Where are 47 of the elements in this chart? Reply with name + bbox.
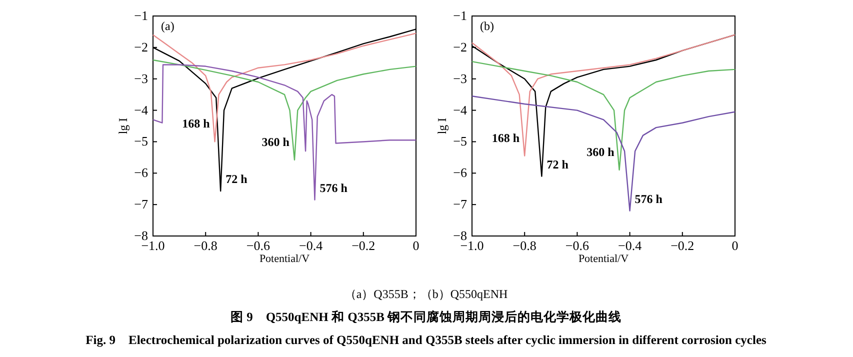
series-label: 360 h [586, 145, 615, 159]
y-tick-label: −3 [134, 70, 148, 86]
y-tick-label: −4 [453, 102, 468, 118]
y-tick-label: −2 [134, 39, 148, 54]
caption: 图 9 Q550qENH 和 Q355B 钢不同腐蚀周期周浸后的电化学极化曲线 [230, 309, 622, 324]
line-series [152, 59, 417, 161]
x-tick-label: −0.4 [618, 238, 642, 253]
series-label: 168 h [182, 116, 210, 131]
y-tick-label: −8 [134, 228, 148, 243]
chart-title: (a) [161, 19, 174, 33]
x-axis-title: Potential/V [578, 253, 629, 265]
y-tick-label: −3 [453, 70, 467, 86]
x-tick-label: −0.6 [246, 238, 270, 253]
y-tick-label: −7 [134, 196, 148, 212]
series-label: 72 h [226, 172, 248, 186]
y-tick-label: −1 [134, 8, 148, 23]
x-tick-label: 0 [412, 238, 420, 253]
x-tick-label: −0.8 [194, 238, 218, 253]
series-label: 168 h [492, 130, 520, 145]
x-tick-label: 0 [732, 238, 738, 253]
y-tick-label: −1 [453, 8, 467, 23]
x-tick-label: −0.6 [565, 238, 590, 253]
text: （a）Q355B；（b）Q550qENH [344, 287, 508, 301]
series-label: 576 h [634, 192, 663, 206]
y-axis-title: lg I [435, 118, 449, 134]
x-tick-label: −0.2 [670, 238, 694, 253]
chart-title: (b) [480, 19, 494, 33]
x-tick-label: −0.4 [299, 238, 324, 253]
x-tick-label: −0.2 [352, 238, 376, 253]
y-tick-label: −7 [453, 196, 468, 212]
y-tick-label: −5 [453, 134, 467, 149]
y-axis-title: lg I [116, 118, 130, 134]
y-tick-label: −5 [134, 134, 148, 149]
series-label: 576 h [320, 180, 348, 195]
caption: Fig. 9 Electrochemical polarization curves of Q550qENH and Q355B steels after cyclic immersion in different corrosion cycles [86, 333, 766, 347]
y-tick-label: −2 [453, 39, 467, 54]
series-label: 360 h [262, 134, 290, 149]
y-tick-label: −6 [453, 165, 468, 180]
y-tick-label: −4 [134, 102, 148, 118]
line-series [471, 96, 736, 212]
x-axis-title: Potential/V [259, 253, 310, 265]
x-tick-label: −0.8 [512, 238, 536, 253]
y-tick-label: −8 [453, 228, 467, 243]
line-series [471, 60, 736, 171]
y-tick-label: −6 [134, 165, 148, 180]
line-series [152, 64, 417, 200]
series-label: 72 h [546, 157, 569, 172]
